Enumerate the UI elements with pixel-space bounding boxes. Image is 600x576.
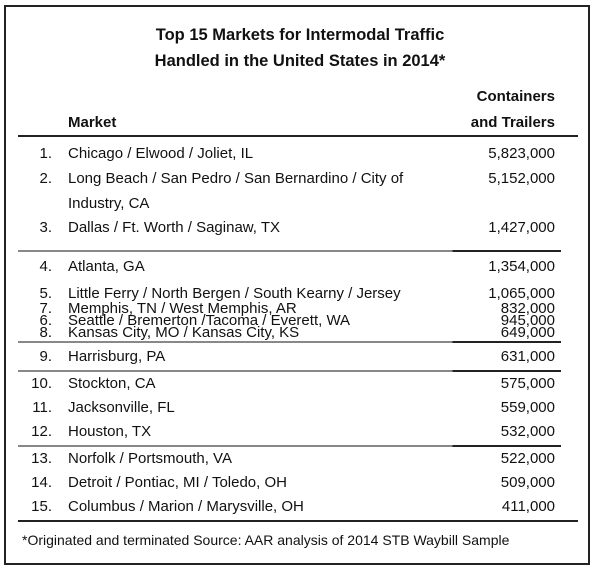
value-cell: 1,354,000 <box>488 258 555 275</box>
table-row: 2. Long Beach / San Pedro / San Bernardin… <box>0 166 600 216</box>
table-row: 15. Columbus / Marion / Marysville, OH 411… <box>0 495 600 519</box>
market-cell: Memphis, TN / West Memphis, AR <box>68 300 297 317</box>
value-cell: 509,000 <box>500 474 555 491</box>
rank-cell: 7. <box>39 300 52 317</box>
table-row: 3. Dallas / Ft. Worth / Saginaw, TX 1,427,… <box>0 216 600 240</box>
market-cell: Harrisburg, PA <box>68 348 166 365</box>
rank-cell: 5. <box>39 285 52 302</box>
title-line-2: Handled in the United States in 2014* <box>154 52 446 70</box>
rank-cell: 10. <box>31 375 52 392</box>
rank-cell: 1. <box>39 145 52 162</box>
market-cell: Little Ferry / North Bergen / South Kear… <box>68 285 401 302</box>
table-row: 13. Norfolk / Portsmouth, VA 522,000 <box>0 447 600 471</box>
value-cell: 5,152,000 <box>488 170 555 187</box>
title-line-1: Top 15 Markets for Intermodal Traffic <box>155 26 445 44</box>
table-title: Top 15 Markets for Intermodal Traffic Ha… <box>0 22 600 74</box>
column-header-line-1: Containers <box>476 88 555 105</box>
value-cell: 5,823,000 <box>488 145 555 162</box>
value-cell: 945,000 <box>500 312 555 329</box>
value-cell: 1,427,000 <box>488 219 555 236</box>
table-row: 1. Chicago / Elwood / Joliet, IL 5,823,000 <box>0 142 600 166</box>
footnote: *Originated and terminated Source: AAR a… <box>22 532 510 548</box>
row-group: 10. Stockton, CA 575,000 11. Jacksonville, F… <box>0 372 600 444</box>
row-group: 13. Norfolk / Portsmouth, VA 522,000 14. Det… <box>0 447 600 519</box>
rank-cell: 2. <box>39 170 52 187</box>
group-separator <box>18 341 561 343</box>
market-cell: Detroit / Pontiac, MI / Toledo, OH <box>68 474 287 491</box>
rank-cell: 15. <box>31 498 52 515</box>
row-group: 7. Memphis, TN / West Memphis, AR 832,000 8… <box>0 297 600 369</box>
table-row: 9. Harrisburg, PA 631,000 <box>0 345 600 369</box>
table-row: 14. Detroit / Pontiac, MI / Toledo, OH 509… <box>0 471 600 495</box>
value-cell: 532,000 <box>500 423 555 440</box>
market-cell: Long Beach / San Pedro / San Bernardino … <box>68 170 404 212</box>
value-cell: 575,000 <box>500 375 555 392</box>
value-cell: 631,000 <box>500 348 555 365</box>
group-separator <box>18 250 561 252</box>
market-cell: Atlanta, GA <box>68 258 145 275</box>
market-cell: Chicago / Elwood / Joliet, IL <box>68 145 254 162</box>
table-row: 4. Atlanta, GA 1,354,000 <box>0 253 600 280</box>
table-row: 10. Stockton, CA 575,000 <box>0 372 600 396</box>
value-cell: 1,065,000 <box>488 285 555 302</box>
table-frame <box>4 5 590 565</box>
market-cell: Stockton, CA <box>68 375 156 392</box>
market-cell: Kansas City, MO / Kansas City, KS <box>68 324 300 341</box>
column-header-containers: Containers and Trailers <box>471 84 555 136</box>
table-row: 5. Little Ferry / North Bergen / South Ke… <box>0 280 600 307</box>
row-group: 1. Chicago / Elwood / Joliet, IL 5,823,000… <box>0 142 600 240</box>
market-cell: Jacksonville, FL <box>68 399 175 416</box>
rank-cell: 13. <box>31 450 52 467</box>
market-cell: Houston, TX <box>68 423 152 440</box>
table-row: 11. Jacksonville, FL 559,000 <box>0 396 600 420</box>
header-rule <box>18 135 578 137</box>
market-cell: Seattle / Bremerton /Tacoma / Everett, W… <box>68 312 351 329</box>
rank-cell: 14. <box>31 474 52 491</box>
value-cell: 649,000 <box>500 324 555 341</box>
rank-cell: 6. <box>39 312 52 329</box>
bottom-rule <box>18 520 578 522</box>
column-header-line-2: and Trailers <box>470 114 555 131</box>
rank-cell: 4. <box>39 258 52 275</box>
market-cell: Norfolk / Portsmouth, VA <box>68 450 232 467</box>
value-cell: 832,000 <box>500 300 555 317</box>
table-row: 8. Kansas City, MO / Kansas City, KS 649,0… <box>0 321 600 345</box>
group-separator <box>18 445 561 447</box>
market-cell: Dallas / Ft. Worth / Saginaw, TX <box>68 219 281 236</box>
rank-cell: 9. <box>39 348 52 365</box>
row-group: 4. Atlanta, GA 1,354,000 5. Little Ferry / N… <box>0 253 600 334</box>
group-separator <box>18 370 561 372</box>
value-cell: 559,000 <box>500 399 555 416</box>
value-cell: 522,000 <box>500 450 555 467</box>
column-header-market: Market <box>68 114 117 131</box>
rank-cell: 3. <box>39 219 52 236</box>
table-row: 12. Houston, TX 532,000 <box>0 420 600 444</box>
rank-cell: 8. <box>39 324 52 341</box>
rank-cell: 11. <box>32 399 52 416</box>
rank-cell: 12. <box>31 423 52 440</box>
table-row: 7. Memphis, TN / West Memphis, AR 832,000 <box>0 297 600 321</box>
table-row: 6. Seattle / Bremerton /Tacoma / Everett,… <box>0 307 600 334</box>
market-cell: Columbus / Marion / Marysville, OH <box>68 498 304 515</box>
value-cell: 411,000 <box>501 498 555 515</box>
